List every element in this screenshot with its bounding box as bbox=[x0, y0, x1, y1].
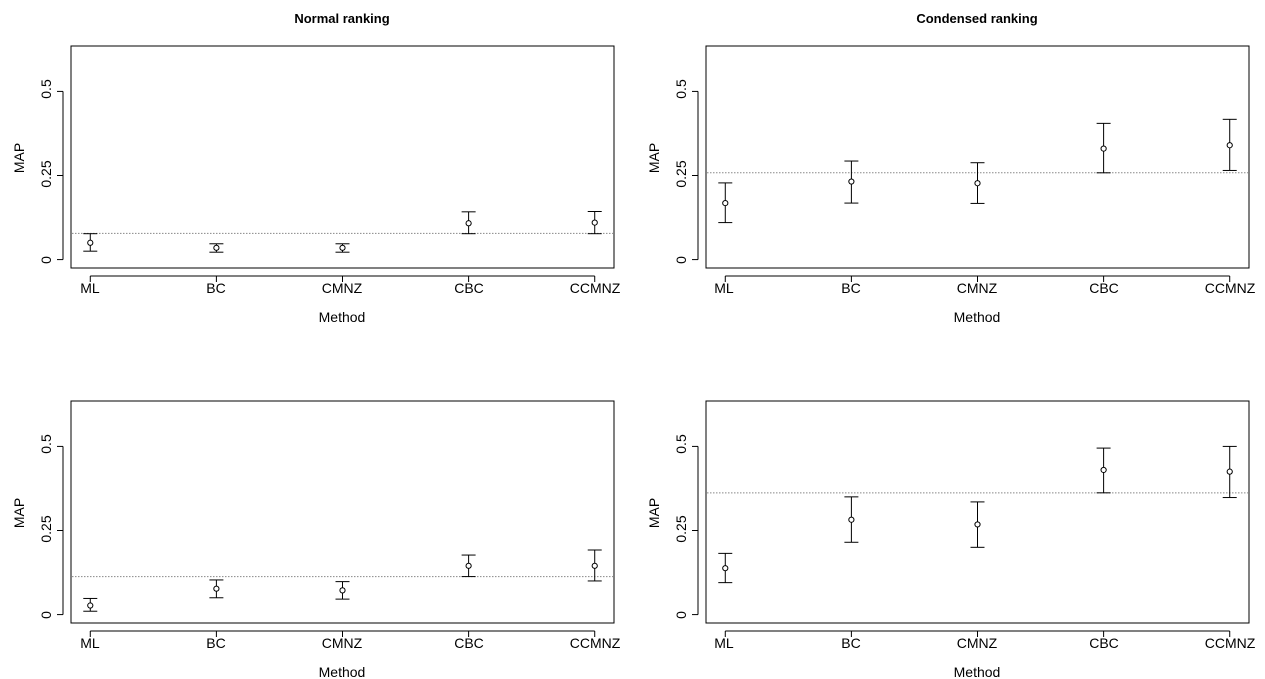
panel-condensed-ranking-bottom: Method MAP ML BC CMNZ CBC CCMNZ 0 0.25 0… bbox=[646, 400, 1256, 679]
y-tick-label: 0.25 bbox=[673, 515, 689, 542]
data-point bbox=[848, 516, 855, 523]
y-tick-label: 0.25 bbox=[38, 515, 54, 542]
data-point bbox=[87, 602, 94, 609]
data-point bbox=[591, 219, 598, 226]
plot-frame bbox=[70, 400, 615, 624]
data-point bbox=[848, 178, 855, 185]
y-tick-label: 0.25 bbox=[673, 160, 689, 187]
y-axis-label: MAP bbox=[646, 498, 662, 528]
data-point bbox=[1226, 142, 1233, 149]
plot-frame bbox=[70, 45, 615, 269]
x-tick-label: CMNZ bbox=[957, 280, 998, 296]
x-tick-label: CMNZ bbox=[957, 635, 998, 651]
x-tick-label: BC bbox=[841, 280, 860, 296]
x-axis-label: Method bbox=[319, 309, 366, 325]
x-tick-label: CCMNZ bbox=[1205, 280, 1256, 296]
y-tick-label: 0.5 bbox=[673, 79, 689, 99]
y-tick-label: 0 bbox=[38, 256, 54, 264]
x-tick-label: CCMNZ bbox=[1205, 635, 1256, 651]
data-point bbox=[213, 585, 220, 592]
data-point bbox=[1226, 468, 1233, 475]
y-tick-label: 0 bbox=[38, 611, 54, 619]
y-axis-label: MAP bbox=[646, 143, 662, 173]
x-tick-label: BC bbox=[206, 280, 225, 296]
chart-title: Condensed ranking bbox=[916, 11, 1037, 26]
data-point bbox=[465, 562, 472, 569]
x-tick-label: BC bbox=[206, 635, 225, 651]
x-tick-label: CCMNZ bbox=[570, 635, 621, 651]
y-axis-label: MAP bbox=[11, 498, 27, 528]
y-axis-label: MAP bbox=[11, 143, 27, 173]
x-axis-label: Method bbox=[954, 309, 1001, 325]
y-tick-label: 0 bbox=[673, 256, 689, 264]
data-point bbox=[339, 244, 346, 251]
y-tick-label: 0.5 bbox=[38, 79, 54, 99]
panel-normal-ranking-top: Normal ranking Method MAP ML BC CMNZ CBC… bbox=[11, 11, 621, 325]
data-point bbox=[722, 199, 729, 207]
y-tick-label: 0.5 bbox=[38, 434, 54, 454]
data-point bbox=[339, 587, 346, 594]
data-point bbox=[465, 220, 472, 227]
data-point bbox=[974, 521, 981, 528]
x-tick-label: ML bbox=[714, 280, 734, 296]
y-tick-label: 0.25 bbox=[38, 160, 54, 187]
panel-condensed-ranking-top: Condensed ranking Method MAP ML BC CMNZ … bbox=[646, 11, 1256, 325]
data-point bbox=[87, 239, 94, 246]
x-tick-label: ML bbox=[80, 635, 100, 651]
data-point bbox=[591, 562, 598, 569]
x-tick-label: CBC bbox=[454, 280, 484, 296]
x-tick-label: CBC bbox=[1089, 280, 1119, 296]
y-tick-label: 0.5 bbox=[673, 434, 689, 454]
data-point bbox=[1100, 145, 1107, 152]
x-tick-label: ML bbox=[714, 635, 734, 651]
plot-frame bbox=[705, 400, 1250, 624]
chart-title: Normal ranking bbox=[294, 11, 389, 26]
x-tick-label: CBC bbox=[454, 635, 484, 651]
x-tick-label: CMNZ bbox=[322, 635, 363, 651]
x-tick-label: CBC bbox=[1089, 635, 1119, 651]
data-point bbox=[974, 180, 981, 187]
x-tick-label: CCMNZ bbox=[570, 280, 621, 296]
y-tick-label: 0 bbox=[673, 611, 689, 619]
data-point bbox=[1100, 466, 1107, 474]
x-axis-label: Method bbox=[954, 664, 1001, 679]
plot-frame bbox=[705, 45, 1250, 269]
x-tick-label: BC bbox=[841, 635, 860, 651]
x-tick-label: ML bbox=[80, 280, 100, 296]
data-point bbox=[722, 565, 729, 572]
x-axis-label: Method bbox=[319, 664, 366, 679]
panel-normal-ranking-bottom: Method MAP ML BC CMNZ CBC CCMNZ 0 0.25 0… bbox=[11, 400, 621, 679]
x-tick-label: CMNZ bbox=[322, 280, 363, 296]
data-point bbox=[213, 244, 220, 251]
